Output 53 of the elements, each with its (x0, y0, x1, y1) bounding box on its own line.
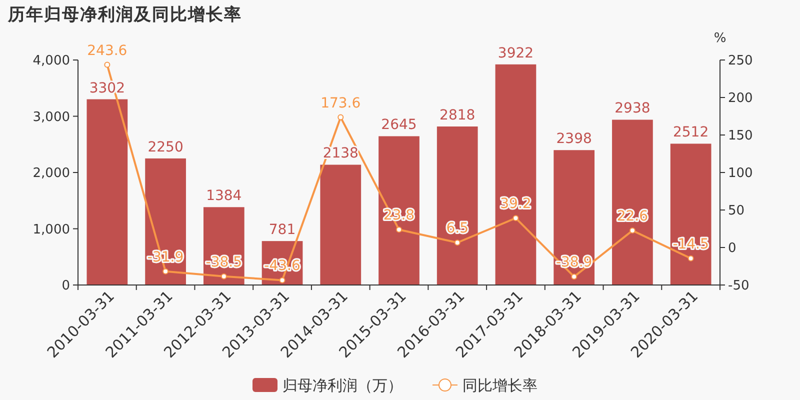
data-label: 1384 (206, 188, 242, 204)
y2-tick-label: 0 (728, 241, 736, 256)
legend-label: 归母净利润（万） (282, 376, 402, 394)
data-label: -38.9 (556, 254, 592, 271)
bar (554, 150, 595, 285)
point (162, 268, 169, 274)
bar (612, 120, 653, 285)
data-label: 2645 (381, 117, 417, 134)
legend-label: 同比增长率 (462, 376, 538, 394)
bar (670, 144, 712, 285)
data-label: 22.6 (616, 208, 648, 225)
data-label: 781 (268, 222, 296, 238)
chart-title: 历年归母净利润及同比增长率 (7, 5, 242, 25)
data-label: 173.6 (320, 95, 361, 112)
bar (495, 64, 536, 285)
bar (145, 158, 186, 285)
data-label: 39.2 (500, 196, 532, 212)
y2-tick-label: 200 (728, 91, 753, 106)
y2-tick-label: -50 (728, 278, 750, 294)
y2-axis-title: % (714, 31, 726, 46)
point (454, 240, 460, 246)
point (688, 255, 694, 262)
data-label: -38.5 (206, 254, 242, 270)
data-label: 2250 (148, 139, 184, 156)
bar (436, 126, 478, 285)
point (279, 277, 286, 284)
data-label: 3922 (498, 45, 534, 62)
y-tick-label: 2,000 (32, 166, 70, 182)
point (338, 114, 344, 120)
point (629, 228, 636, 234)
y2-tick-label: 50 (728, 204, 745, 219)
point (512, 215, 519, 222)
data-label: -14.5 (672, 236, 709, 252)
y2-tick-label: 250 (728, 54, 753, 69)
y2-tick-label: 150 (728, 128, 753, 144)
data-label: 2938 (614, 100, 650, 117)
data-label: 2398 (556, 131, 592, 148)
y-tick-label: 0 (62, 278, 70, 294)
point (220, 273, 227, 280)
data-label: 6.5 (446, 220, 468, 237)
data-label: 243.6 (87, 42, 128, 59)
point (104, 62, 110, 68)
bar (320, 164, 362, 285)
point (571, 274, 578, 280)
y-tick-label: 1,000 (32, 222, 70, 238)
data-label: 2818 (440, 107, 476, 124)
y-tick-label: 3,000 (32, 110, 70, 125)
y2-tick-label: 100 (728, 166, 753, 182)
bar (378, 136, 420, 285)
bar (86, 99, 128, 285)
y-tick-label: 4,000 (32, 54, 70, 69)
data-label: 2512 (673, 124, 709, 141)
point (396, 226, 402, 233)
